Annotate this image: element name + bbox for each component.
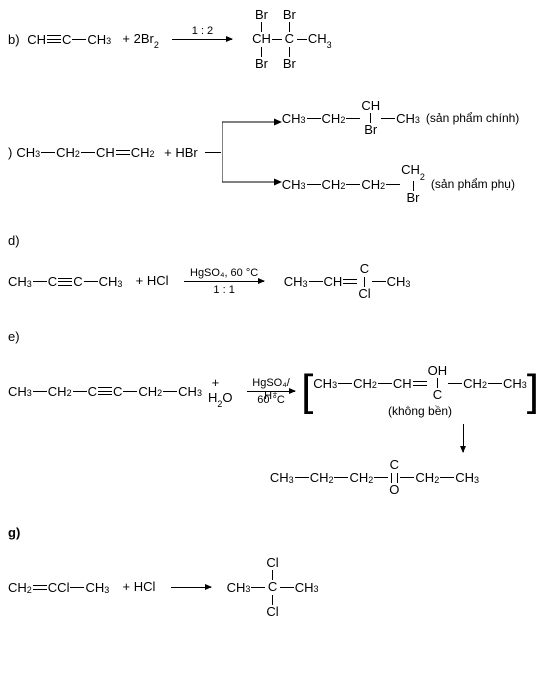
- intermediate-e: [ CH3CH2CH OH C CH2CH3 (không bền) ]: [301, 364, 539, 419]
- label-e: e): [8, 329, 539, 344]
- arrow-b: 1 : 2: [172, 39, 232, 40]
- branch-c: CH3CH2 CH Br CH3 (sản phẩm chính) CH3CH2…: [222, 99, 520, 205]
- plus-e: + H2O: [208, 375, 235, 408]
- branch-lines: [222, 112, 282, 192]
- arrow-g: [171, 587, 211, 588]
- reaction-e: CH3CH2CCCH2CH3 + H2O HgSO₄/ H⁺ 60 °C [ C…: [8, 364, 539, 497]
- reactant-d: CH3CCCH3: [8, 274, 122, 289]
- reaction-c: ) CH3CH2CHCH2 + HBr CH3CH2 CH: [8, 99, 539, 205]
- plus-g: + HCl: [119, 579, 155, 594]
- arrow-d: HgSO₄, 60 °C 1 : 1: [184, 281, 264, 282]
- reactant-b: CHCCH3: [27, 32, 111, 47]
- product-b: Br CH Br Br C Br CH3: [252, 8, 332, 71]
- minor-note: (sản phẩm phụ): [431, 177, 515, 191]
- major-product: CH3CH2 CH Br CH3 (sản phẩm chính): [282, 99, 520, 138]
- plus-b: + 2Br2: [119, 31, 159, 46]
- arrow-down-e: [463, 424, 464, 452]
- reaction-d: CH3CCCH3 + HCl HgSO₄, 60 °C 1 : 1 CH3CH …: [8, 262, 539, 301]
- reactant-g: CH2CClCH3: [8, 580, 109, 595]
- arrow-e: HgSO₄/ H⁺ 60 °C: [247, 391, 295, 392]
- reaction-g: CH2CClCH3 + HCl CH3 Cl C Cl CH3: [8, 556, 539, 619]
- major-note: (sản phẩm chính): [426, 111, 519, 125]
- product-e: CH3CH2CH2 C O CH2CH3: [8, 458, 479, 497]
- label-g: g): [8, 525, 539, 540]
- plus-c: + HBr: [161, 145, 198, 160]
- product-d: CH3CH C Cl CH3: [284, 262, 411, 301]
- label-c: ): [8, 145, 12, 160]
- reactant-e: CH3CH2CCCH2CH3: [8, 384, 202, 399]
- label-d: d): [8, 233, 539, 248]
- product-g: CH3 Cl C Cl CH3: [227, 556, 319, 619]
- minor-product: CH3CH2CH2 CH2 Br (sản phẩm phụ): [282, 163, 520, 205]
- plus-d: + HCl: [132, 273, 168, 288]
- reaction-b: b) CHCCH3 + 2Br2 1 : 2 Br CH Br Br C Br …: [8, 8, 539, 71]
- reactant-c: CH3CH2CHCH2: [16, 145, 154, 160]
- unstable-note: (không bền): [388, 404, 452, 418]
- label-b: b): [8, 32, 20, 47]
